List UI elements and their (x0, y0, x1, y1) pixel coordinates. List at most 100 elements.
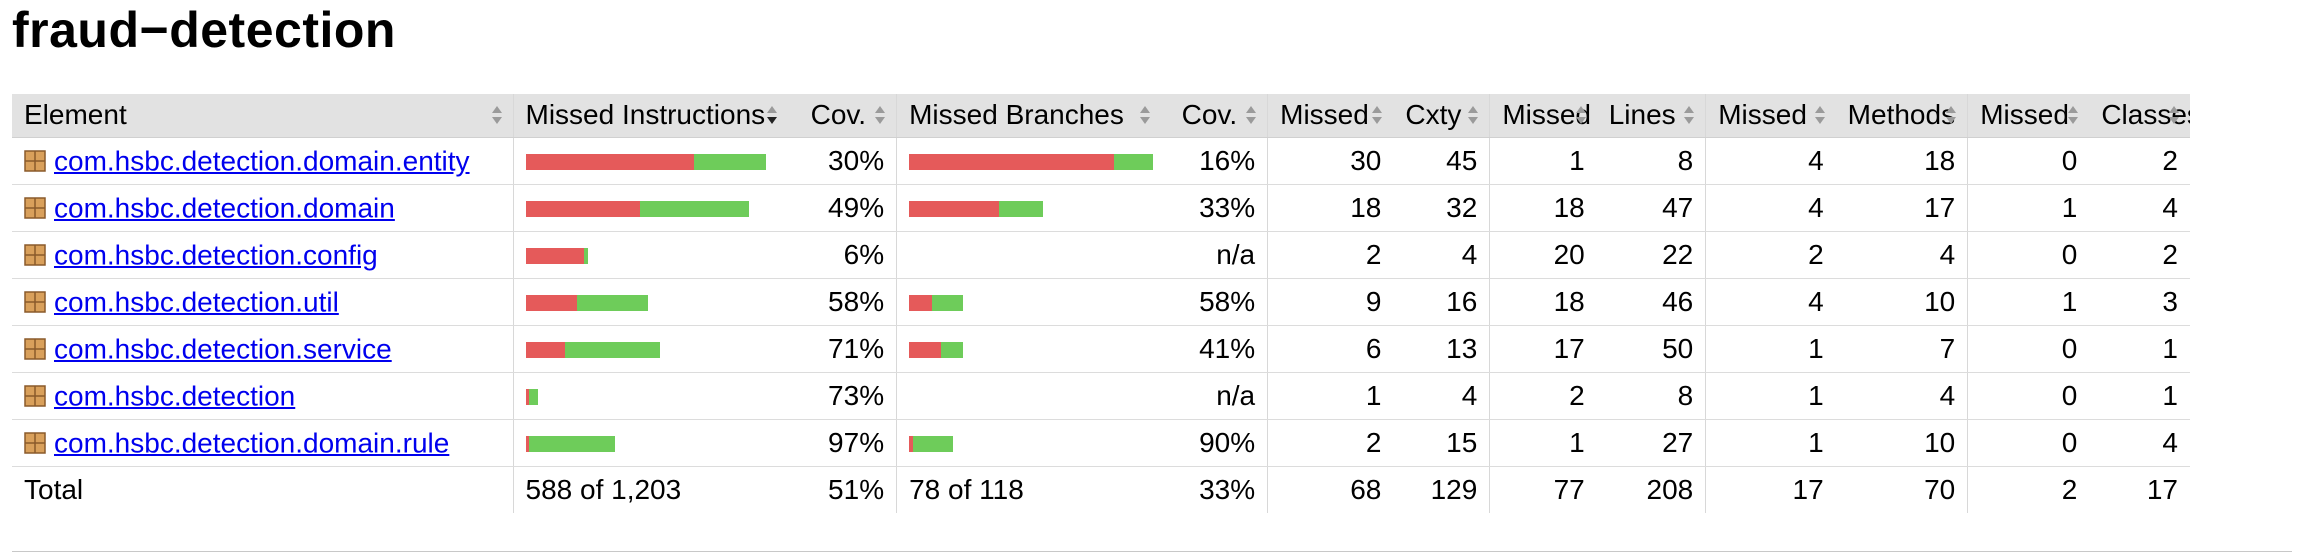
classes: 4 (2089, 419, 2190, 467)
missed-classes: 1 (1967, 278, 2090, 326)
total-complexity: 129 (1430, 473, 1478, 505)
missed-complexity: 1 (1267, 372, 1394, 420)
branches-bar (909, 154, 1154, 171)
branch-coverage: 58% (1160, 278, 1268, 326)
package-link[interactable]: com.hsbc.detection.domain.entity (54, 145, 470, 177)
missed-complexity: 18 (1267, 184, 1394, 232)
covered-bar-segment (528, 436, 615, 453)
methods: 4 (1835, 372, 1968, 420)
missed-lines: 1 (1489, 419, 1597, 467)
header-missed-lines[interactable]: Missed (1489, 94, 1597, 138)
missed-methods: 2 (1705, 231, 1836, 279)
coverage-table: Element Missed Instructions Cov. Missed … (12, 94, 2190, 513)
methods: 17 (1835, 184, 1968, 232)
element-cell: com.hsbc.detection.domain (12, 184, 513, 232)
missed-complexity: 2 (1267, 231, 1394, 279)
table-row: com.hsbc.detection.domain 49% 33% 18 32 18 47 4… (12, 184, 2190, 232)
total-lines: 208 (1646, 473, 1694, 505)
lines: 8 (1596, 137, 1706, 185)
covered-bar-segment (564, 342, 660, 359)
branches-bar-cell (896, 419, 1161, 467)
table-row: com.hsbc.detection.domain.entity 30% 16% 30… (12, 137, 2190, 185)
missed-classes: 0 (1967, 372, 2090, 420)
element-cell: com.hsbc.detection.util (12, 278, 513, 326)
covered-bar-segment (941, 342, 964, 359)
lines: 8 (1596, 372, 1706, 420)
header-missed-classes[interactable]: Missed (1967, 94, 2090, 138)
package-link[interactable]: com.hsbc.detection.util (54, 286, 339, 318)
package-link[interactable]: com.hsbc.detection.config (54, 239, 378, 271)
header-missed-methods[interactable]: Missed (1705, 94, 1836, 138)
missed-bar-segment (525, 295, 577, 312)
header-classes[interactable]: Classes (2089, 94, 2190, 138)
complexity: 45 (1393, 137, 1490, 185)
header-lines[interactable]: Lines (1596, 94, 1706, 138)
classes: 2 (2089, 231, 2190, 279)
branches-bar-cell (896, 325, 1161, 373)
branches-bar (909, 201, 1044, 218)
missed-lines: 18 (1489, 278, 1597, 326)
sort-icon (1468, 106, 1479, 125)
missed-classes: 0 (1967, 325, 2090, 373)
branches-bar (909, 436, 954, 453)
package-icon (24, 338, 46, 361)
header-instruction-coverage[interactable]: Cov. (787, 94, 897, 138)
covered-bar-segment (913, 436, 954, 453)
package-link[interactable]: com.hsbc.detection.domain (54, 192, 395, 224)
branches-bar-cell (896, 137, 1161, 185)
instructions-bar-cell (512, 137, 788, 185)
total-missed-methods: 17 (1705, 466, 1836, 513)
instruction-coverage: 6% (787, 231, 897, 279)
classes: 4 (2089, 184, 2190, 232)
covered-bar-segment (693, 154, 766, 171)
instructions-bar-cell (512, 231, 788, 279)
missed-lines: 1 (1489, 137, 1597, 185)
package-icon (24, 385, 46, 408)
complexity: 16 (1393, 278, 1490, 326)
sort-icon (875, 106, 886, 125)
methods: 7 (1835, 325, 1968, 373)
complexity: 32 (1393, 184, 1490, 232)
element-cell: com.hsbc.detection.domain.entity (12, 137, 513, 185)
lines: 27 (1596, 419, 1706, 467)
sort-icon (1575, 106, 1586, 125)
missed-complexity: 9 (1267, 278, 1394, 326)
header-missed-complexity[interactable]: Missed (1267, 94, 1394, 138)
complexity: 13 (1393, 325, 1490, 373)
package-link[interactable]: com.hsbc.detection (54, 380, 296, 412)
instruction-coverage: 49% (787, 184, 897, 232)
missed-classes: 0 (1967, 231, 2090, 279)
missed-lines: 2 (1489, 372, 1597, 420)
total-missed-classes: 2 (1967, 466, 2090, 513)
header-branch-coverage[interactable]: Cov. (1160, 94, 1268, 138)
package-link[interactable]: com.hsbc.detection.domain.rule (54, 427, 450, 459)
table-row: com.hsbc.detection.domain.rule 97% 90% 2 15 1… (12, 419, 2190, 467)
covered-bar-segment (583, 248, 588, 265)
header-missed-instructions[interactable]: Missed Instructions (512, 94, 788, 138)
missed-bar-segment (909, 295, 933, 312)
header-methods[interactable]: Methods (1835, 94, 1968, 138)
header-complexity[interactable]: Cxty (1393, 94, 1490, 138)
missed-complexity: 30 (1267, 137, 1394, 185)
header-missed-branches[interactable]: Missed Branches (896, 94, 1161, 138)
header-element[interactable]: Element (12, 94, 513, 138)
instructions-bar (525, 248, 588, 265)
missed-bar-segment (525, 201, 640, 218)
instructions-bar (525, 389, 538, 406)
branch-coverage: 90% (1160, 419, 1268, 467)
instruction-coverage: 71% (787, 325, 897, 373)
instruction-coverage: 97% (787, 419, 897, 467)
covered-bar-segment (932, 295, 964, 312)
package-link[interactable]: com.hsbc.detection.service (54, 333, 392, 365)
instructions-bar-cell (512, 278, 788, 326)
complexity: 15 (1393, 419, 1490, 467)
instructions-bar (525, 154, 766, 171)
missed-bar-segment (525, 342, 565, 359)
missed-bar-segment (909, 201, 1000, 218)
instructions-bar (525, 201, 749, 218)
missed-methods: 4 (1705, 137, 1836, 185)
instructions-bar (525, 436, 615, 453)
sort-icon (1684, 106, 1695, 125)
instructions-bar-cell (512, 184, 788, 232)
package-icon (24, 244, 46, 267)
